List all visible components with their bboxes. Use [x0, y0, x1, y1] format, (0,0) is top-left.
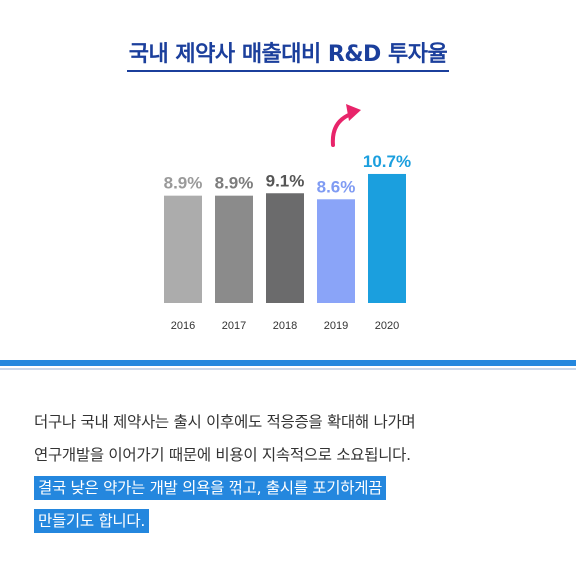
- bar-2020: [368, 173, 406, 303]
- data-label-2017: 8.9%: [215, 174, 254, 193]
- divider: [0, 360, 576, 366]
- bar-2016: [164, 195, 202, 303]
- page-title-text: 국내 제약사 매출대비 R&D 투자율: [126, 36, 450, 72]
- x-tick-label: 2017: [222, 320, 246, 332]
- data-label-2018: 9.1%: [266, 171, 305, 190]
- bar-chart: 8.9% 2016 8.9% 2017 9.1% 2018 8.6% 2019 10.7% 202…: [164, 104, 411, 332]
- x-tick-label: 2020: [375, 320, 399, 332]
- data-label-2016: 8.9%: [164, 174, 203, 193]
- highlight-text: 만들기도 합니다.: [34, 509, 149, 533]
- bar-2017: [215, 195, 253, 303]
- bar-2018: [266, 193, 304, 303]
- body-line: 연구개발을 이어가기 때문에 비용이 지속적으로 소요됩니다.: [34, 446, 411, 464]
- body-text: 더구나 국내 제약사는 출시 이후에도 적응증을 확대해 나가며 연구개발을 이…: [34, 409, 554, 541]
- divider-shadow: [0, 368, 576, 370]
- x-tick-label: 2018: [273, 320, 297, 332]
- data-label-2020: 10.7%: [363, 152, 411, 171]
- x-tick-label: 2016: [171, 320, 195, 332]
- bar-2019: [317, 199, 355, 303]
- highlight-line: 만들기도 합니다.: [34, 508, 554, 541]
- increase-arrow-head-icon: [346, 104, 361, 121]
- highlight-line: 결국 낮은 약가는 개발 의욕을 꺾고, 출시를 포기하게끔: [34, 475, 554, 508]
- page-title: 국내 제약사 매출대비 R&D 투자율: [0, 36, 576, 72]
- x-tick-label: 2019: [324, 320, 348, 332]
- highlight-text: 결국 낮은 약가는 개발 의욕을 꺾고, 출시를 포기하게끔: [34, 476, 387, 500]
- body-line: 더구나 국내 제약사는 출시 이후에도 적응증을 확대해 나가며: [34, 413, 416, 431]
- data-label-2019: 8.6%: [317, 177, 356, 196]
